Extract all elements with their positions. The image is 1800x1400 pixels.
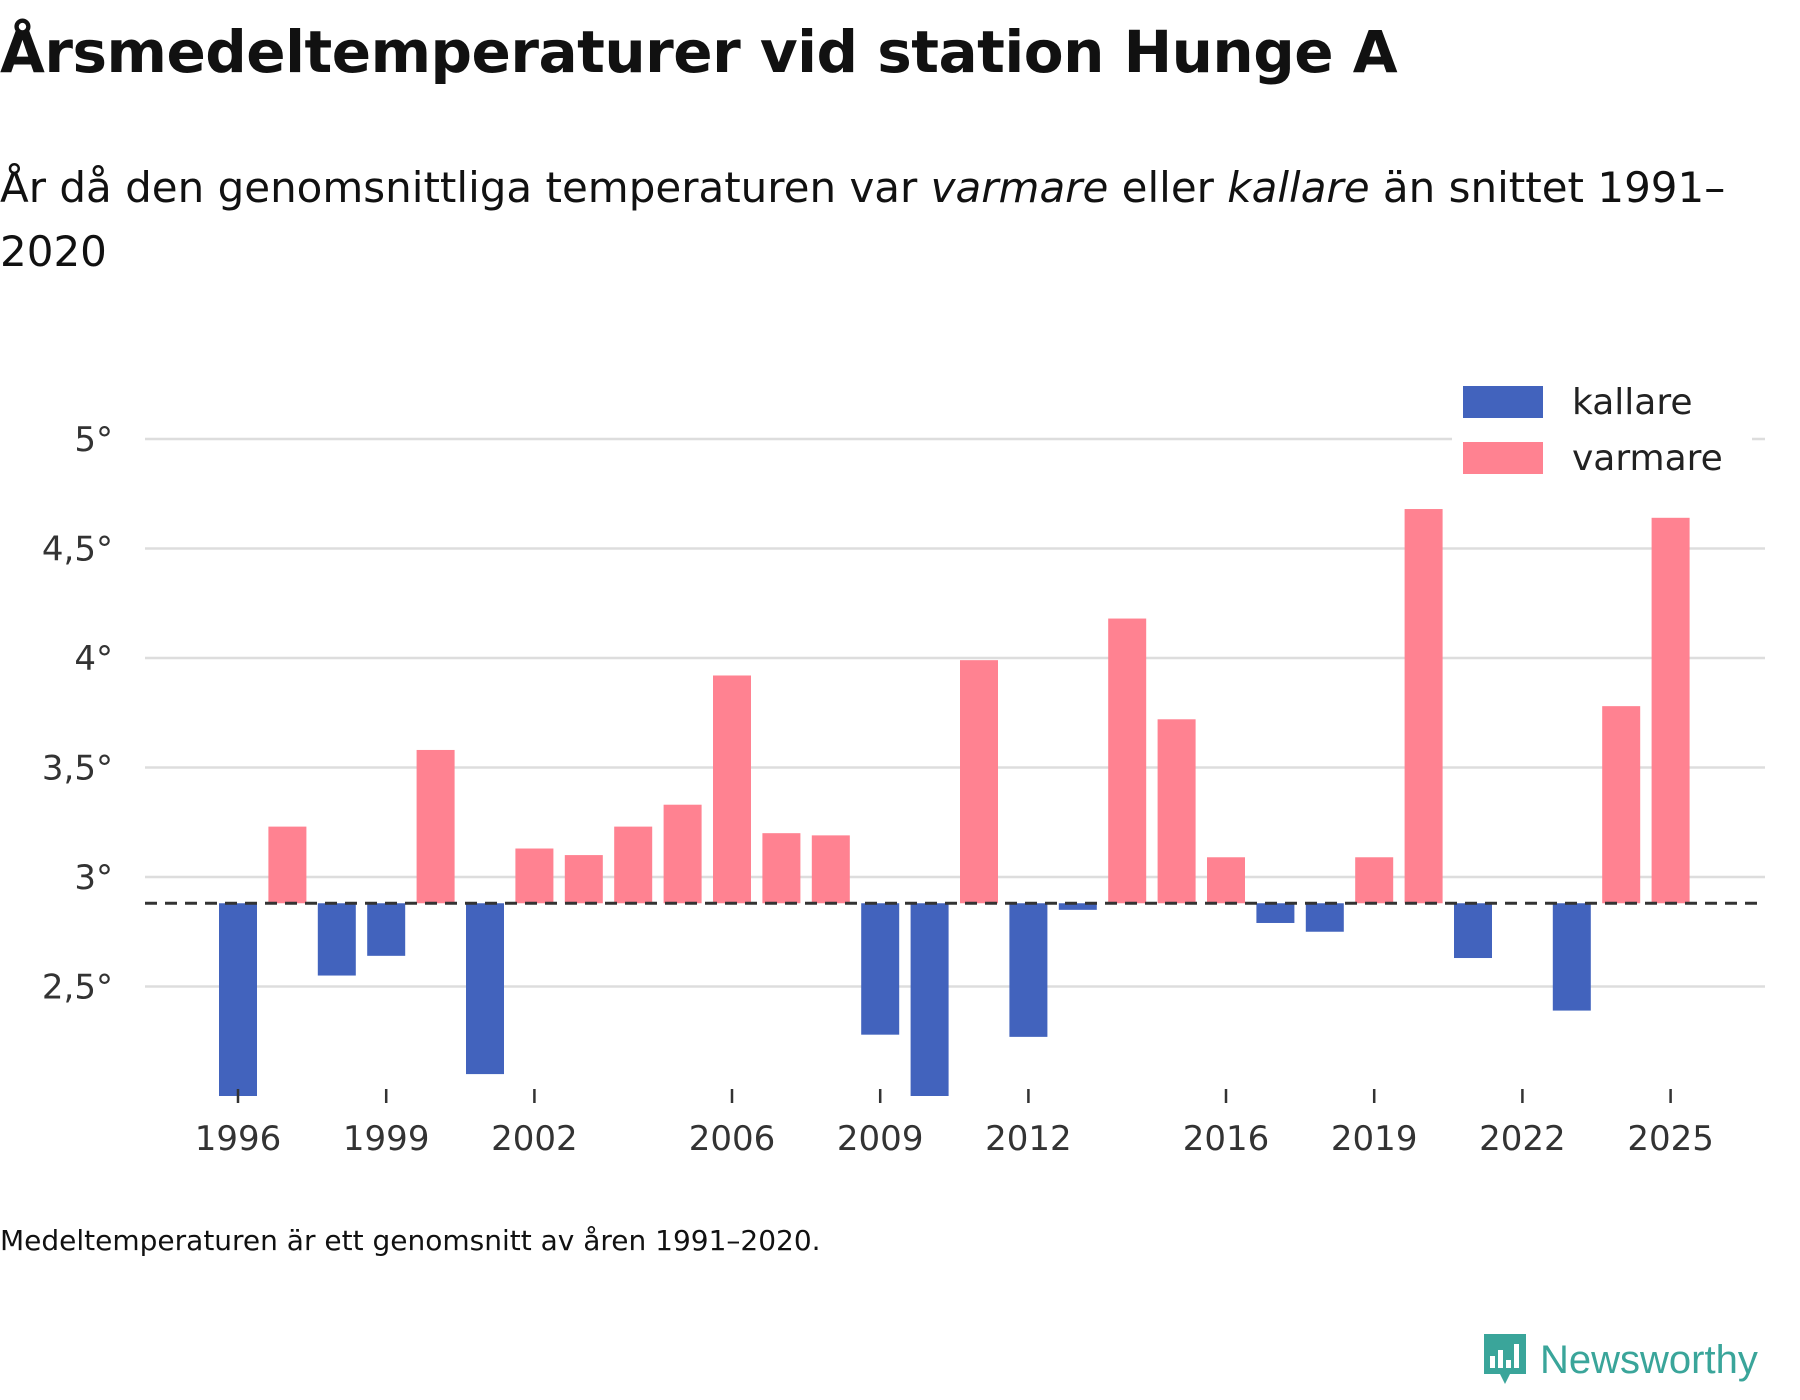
bar-varmare: [515, 848, 554, 904]
subtitle-cold-word: kallare: [1227, 163, 1370, 212]
x-tick-label: 2016: [1183, 1119, 1270, 1159]
bar-varmare: [564, 855, 603, 904]
bar-varmare: [1355, 857, 1394, 904]
y-tick-label: 2,5°: [42, 967, 113, 1007]
subtitle-text: än snittet 1991–2020: [0, 163, 1726, 276]
bar-kallare: [1058, 903, 1097, 910]
bar-varmare: [1108, 618, 1147, 904]
x-axis-ticks: 1996 1999 2002 2006 2009 2012 2016 2019 2022 2025: [195, 1089, 1714, 1159]
chart-subtitle: År då den genomsnittliga temperaturen va…: [0, 156, 1760, 284]
y-tick-label: 3°: [74, 858, 113, 898]
bar-kallare: [367, 903, 406, 956]
bar-varmare: [416, 749, 455, 904]
y-tick-label: 4,5°: [42, 529, 113, 569]
bar-varmare: [1404, 509, 1443, 904]
bar-kallare: [1552, 903, 1591, 1011]
x-tick-label: 2025: [1627, 1119, 1714, 1159]
x-tick-label: 2009: [837, 1119, 924, 1159]
bar-varmare: [1602, 706, 1641, 904]
x-tick-label: 1999: [343, 1119, 430, 1159]
legend-label-kallare: kallare: [1572, 382, 1693, 423]
y-tick-label: 4°: [74, 639, 113, 679]
bar-varmare: [1651, 517, 1690, 904]
y-tick-label: 5°: [74, 420, 113, 460]
legend-label-varmare: varmare: [1572, 438, 1723, 479]
y-axis-ticks: 2,5° 3° 3,5° 4° 4,5° 5°: [42, 420, 113, 1008]
bar-varmare: [614, 826, 653, 904]
x-tick-label: 1996: [195, 1119, 282, 1159]
legend: kallare varmare: [1452, 378, 1752, 486]
bar-varmare: [1157, 719, 1196, 904]
bar-kallare: [910, 903, 949, 1096]
bar-kallare: [1009, 903, 1048, 1037]
brand-logo: Newsworthy: [1480, 1330, 1758, 1390]
newsworthy-logo-icon: [1484, 1334, 1526, 1384]
legend-swatch-varmare: [1463, 442, 1543, 474]
bar-varmare: [268, 826, 307, 904]
bar-kallare: [1454, 903, 1492, 959]
chart-title: Årsmedeltemperaturer vid station Hunge A: [0, 18, 1398, 86]
x-tick-label: 2002: [491, 1119, 578, 1159]
bar-kallare: [1305, 903, 1344, 932]
bar-kallare: [219, 903, 257, 1096]
bar-kallare: [861, 903, 900, 1035]
y-tick-label: 3,5°: [42, 748, 113, 788]
bar-kallare: [466, 903, 504, 1075]
subtitle-warm-word: varmare: [930, 163, 1109, 212]
bar-varmare: [960, 660, 998, 904]
legend-swatch-kallare: [1463, 386, 1543, 418]
gridlines: [145, 437, 1765, 988]
x-tick-label: 2019: [1331, 1119, 1418, 1159]
x-tick-label: 2012: [985, 1119, 1072, 1159]
subtitle-text: eller: [1108, 163, 1228, 212]
brand-name: Newsworthy: [1540, 1337, 1758, 1382]
bar-varmare: [1207, 857, 1245, 904]
bars: [219, 509, 1690, 1096]
bar-kallare: [1256, 903, 1295, 923]
bar-varmare: [811, 835, 850, 904]
x-tick-label: 2022: [1479, 1119, 1566, 1159]
bar-varmare: [762, 833, 801, 904]
bar-varmare: [713, 675, 751, 904]
subtitle-text: År då den genomsnittliga temperaturen va…: [0, 163, 931, 212]
x-tick-label: 2006: [689, 1119, 776, 1159]
bar-kallare: [317, 903, 356, 976]
bar-varmare: [663, 804, 702, 904]
footnote: Medeltemperaturen är ett genomsnitt av å…: [0, 1224, 821, 1257]
